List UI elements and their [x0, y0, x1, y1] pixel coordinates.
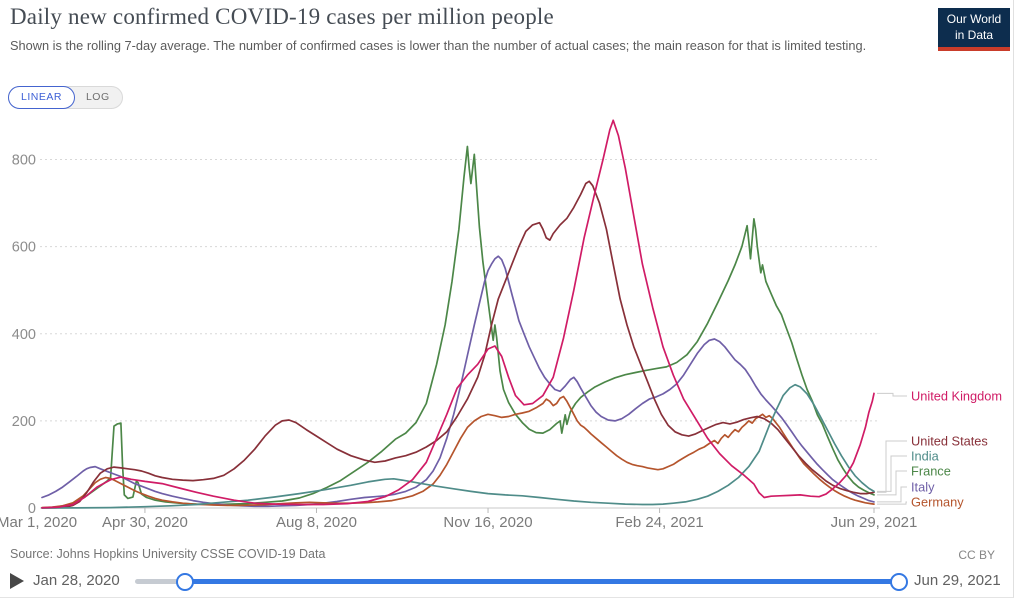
legend-connector	[877, 501, 907, 505]
scale-toggle: LINEAR LOG	[8, 86, 123, 109]
x-tick-label: Apr 30, 2020	[102, 514, 188, 531]
legend-connector	[877, 470, 907, 496]
x-tick-label: Feb 24, 2021	[615, 514, 703, 531]
play-button[interactable]	[9, 572, 25, 590]
series-line-italy	[41, 255, 875, 508]
x-tick-label: Mar 1, 2020	[0, 514, 77, 531]
owid-logo-line1: Our World	[946, 12, 1002, 26]
legend-connector	[877, 455, 907, 492]
series-line-united-kingdom	[41, 119, 875, 509]
timeline-selected-range[interactable]	[183, 579, 897, 584]
timeline-end-date: Jun 29, 2021	[914, 572, 1001, 589]
source-note: Source: Johns Hopkins University CSSE CO…	[10, 547, 326, 561]
timeline-start-handle[interactable]	[176, 573, 194, 591]
legend-connector	[877, 392, 907, 397]
x-tick-label: Nov 16, 2020	[443, 514, 532, 531]
legend-label-united-kingdom[interactable]: United Kingdom	[911, 389, 1002, 404]
linear-button[interactable]: LINEAR	[8, 86, 75, 109]
series-line-france	[41, 145, 875, 509]
log-button[interactable]: LOG	[85, 91, 110, 103]
y-tick-label-600: 600	[12, 240, 36, 256]
series-line-germany	[41, 395, 875, 509]
y-tick-label-400: 400	[12, 327, 36, 343]
y-tick-label-200: 200	[12, 414, 36, 430]
page-title: Daily new confirmed COVID-19 cases per m…	[10, 4, 554, 29]
owid-logo-line2: in Data	[954, 28, 994, 43]
chart-plot: 0 200 400 600 800 Mar 1, 2020 Apr 30, 2020 Aug …	[0, 119, 1002, 531]
x-tick-label: Jun 29, 2021	[831, 514, 918, 531]
legend-label-italy[interactable]: Italy	[911, 480, 935, 495]
x-tick-label: Aug 8, 2020	[276, 514, 357, 531]
timeline-track[interactable]	[135, 579, 197, 584]
legend-connector	[877, 440, 907, 493]
legend-connector	[877, 486, 907, 503]
y-tick-label-800: 800	[12, 153, 36, 169]
series-line-united-states	[41, 180, 875, 509]
legend-label-india[interactable]: India	[911, 449, 940, 464]
chart-subtitle: Shown is the rolling 7-day average. The …	[10, 38, 867, 53]
y-tick-label-0: 0	[28, 501, 36, 517]
legend-label-united-states[interactable]: United States	[911, 434, 988, 449]
timeline-end-handle[interactable]	[890, 573, 908, 591]
license-link[interactable]: CC BY	[958, 548, 995, 562]
series-line-india	[41, 383, 875, 509]
owid-logo[interactable]: Our World in Data	[938, 8, 1010, 51]
legend-label-germany[interactable]: Germany	[911, 495, 964, 510]
timeline-start-date: Jan 28, 2020	[33, 572, 120, 589]
legend-label-france[interactable]: France	[911, 464, 951, 479]
